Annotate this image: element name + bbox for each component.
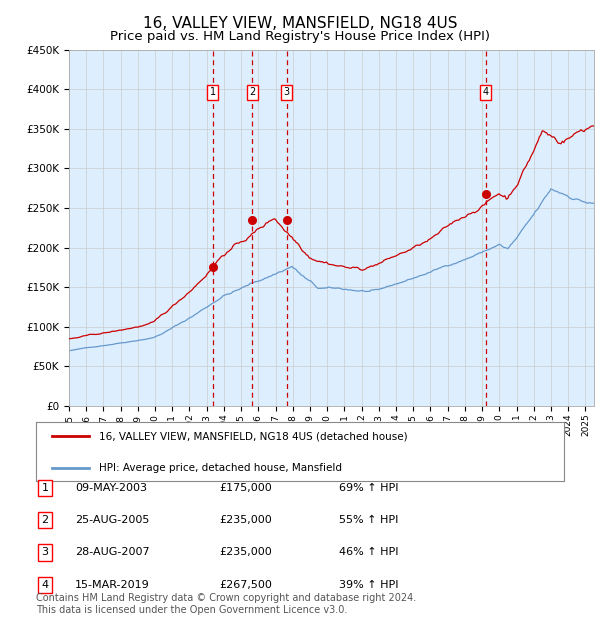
- Text: £175,000: £175,000: [219, 483, 272, 493]
- Text: 4: 4: [41, 580, 49, 590]
- Text: 16, VALLEY VIEW, MANSFIELD, NG18 4US: 16, VALLEY VIEW, MANSFIELD, NG18 4US: [143, 16, 457, 30]
- Text: HPI: Average price, detached house, Mansfield: HPI: Average price, detached house, Mans…: [100, 463, 343, 472]
- Text: 15-MAR-2019: 15-MAR-2019: [75, 580, 150, 590]
- Text: 1: 1: [41, 483, 49, 493]
- Text: 16, VALLEY VIEW, MANSFIELD, NG18 4US (detached house): 16, VALLEY VIEW, MANSFIELD, NG18 4US (de…: [100, 432, 408, 441]
- Text: £235,000: £235,000: [219, 547, 272, 557]
- Text: £267,500: £267,500: [219, 580, 272, 590]
- Text: 3: 3: [41, 547, 49, 557]
- Text: £235,000: £235,000: [219, 515, 272, 525]
- Text: 39% ↑ HPI: 39% ↑ HPI: [339, 580, 398, 590]
- Text: 3: 3: [284, 87, 290, 97]
- Text: 2: 2: [249, 87, 256, 97]
- Text: Contains HM Land Registry data © Crown copyright and database right 2024.
This d: Contains HM Land Registry data © Crown c…: [36, 593, 416, 615]
- Text: 25-AUG-2005: 25-AUG-2005: [75, 515, 149, 525]
- Text: 1: 1: [209, 87, 216, 97]
- Text: 46% ↑ HPI: 46% ↑ HPI: [339, 547, 398, 557]
- Text: Price paid vs. HM Land Registry's House Price Index (HPI): Price paid vs. HM Land Registry's House …: [110, 30, 490, 43]
- Text: 09-MAY-2003: 09-MAY-2003: [75, 483, 147, 493]
- Text: 28-AUG-2007: 28-AUG-2007: [75, 547, 149, 557]
- Text: 69% ↑ HPI: 69% ↑ HPI: [339, 483, 398, 493]
- Text: 4: 4: [482, 87, 488, 97]
- Text: 55% ↑ HPI: 55% ↑ HPI: [339, 515, 398, 525]
- Text: 2: 2: [41, 515, 49, 525]
